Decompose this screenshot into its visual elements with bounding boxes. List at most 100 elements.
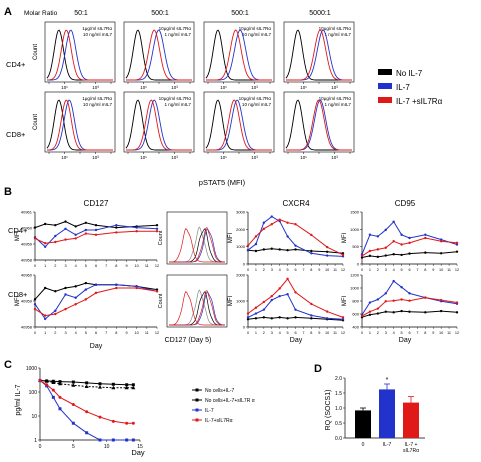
c-legend-marker	[195, 418, 199, 422]
b-xtick-label: 2	[263, 331, 265, 335]
b-xtick-label: 5	[401, 331, 403, 335]
d-ytick-label: 0.0	[335, 436, 342, 442]
hist-ylabel: Count	[33, 44, 39, 60]
b-xtick-label: 8	[424, 268, 426, 272]
b-xtick-label: 10	[135, 264, 139, 268]
hist-frame	[203, 91, 275, 153]
d-ytick-label: 0.5	[335, 421, 342, 427]
hist-curve	[286, 29, 352, 81]
cd127-hist-curve	[169, 290, 225, 326]
b-ytick-label: 3000	[236, 210, 246, 215]
b-ytick-label: 40959	[21, 299, 33, 304]
c-point	[71, 383, 76, 387]
b-xtick-label: 4	[75, 331, 77, 335]
b-xtick-label: 12	[455, 331, 459, 335]
hist-frame	[123, 21, 195, 83]
c-point	[124, 385, 129, 390]
hist-curve	[286, 99, 352, 151]
b-mfi-label: MFI	[228, 296, 234, 307]
b-xtick-label: 1	[255, 331, 257, 335]
b-xtick-label: 4	[393, 268, 395, 272]
cd127-title: CD127	[84, 199, 109, 208]
cd127-hist-frame	[166, 211, 228, 265]
b-xtick-label: 8	[115, 331, 117, 335]
b-series-line	[361, 220, 458, 255]
b-ytick-label: 40958	[21, 325, 33, 330]
treatment-line-1: 10μg/ml sIL7Rα	[319, 96, 352, 101]
hist-tick-label: 10¹	[220, 155, 227, 160]
b-xtick-label: 5	[401, 268, 403, 272]
treatment-line-2: 10 ng/ml mIL7	[83, 102, 113, 107]
b-mfi-label: MFI	[15, 296, 21, 307]
hist-tick-label: 10¹	[300, 85, 307, 90]
b-xtick-label: 3	[385, 268, 387, 272]
row-label-cd8: CD8+	[6, 130, 26, 139]
b-xtick-label: 9	[125, 331, 127, 335]
treatment-line-1: 1μg/ml sIL7Rα	[82, 96, 112, 101]
d-category-label: 0	[362, 442, 365, 448]
hist-curve	[125, 99, 192, 151]
b-xtick-label: 4	[279, 268, 281, 272]
b-mfi-label: MFI	[228, 233, 234, 244]
treatment-line-1: 10μg/ml sIL7Rα	[159, 96, 192, 101]
hist-curve	[46, 29, 113, 81]
treatment-line-1: 10μg/ml sIL7Rα	[239, 26, 272, 31]
treatment-line-1: 1μg/ml sIL7Rα	[82, 26, 112, 31]
c-xtick-label: 10	[104, 444, 110, 450]
d-category-label: IL-7	[383, 442, 392, 448]
c-point	[131, 383, 135, 387]
b-series-line	[361, 280, 458, 316]
b-ytick-label: 1000	[236, 244, 246, 249]
legend-label-combo: IL-7 +sIL7Rα	[396, 97, 443, 106]
d-ytick-label: 1.5	[335, 391, 342, 397]
b-xtick-label: 0	[247, 268, 249, 272]
hist-tick-label: 10¹	[300, 155, 307, 160]
b-xtick-label: 9	[318, 331, 320, 335]
b-series-line	[361, 251, 458, 258]
b-xtick-label: 2	[377, 331, 379, 335]
d-category-label: sIL7Rα	[403, 448, 419, 454]
treatment-line-2: 10 ng/ml mIL7	[242, 102, 272, 107]
hist-tick-label: 10³	[92, 85, 99, 90]
b-xtick-label: 4	[279, 331, 281, 335]
hist-curve	[126, 29, 192, 81]
b-xtick-label: 10	[325, 331, 329, 335]
b-ytick-label: 1000	[350, 227, 360, 232]
hist-tick-label: 10¹	[61, 85, 68, 90]
c-legend-label: No cells+IL-7	[205, 388, 235, 394]
panel-letter-a: A	[4, 6, 12, 18]
b-xtick-label: 12	[155, 331, 159, 335]
c-series-line	[39, 380, 134, 424]
cd127-day-label: Day	[90, 343, 103, 350]
panel-c-xlabel: Day	[131, 448, 145, 457]
c-ytick-label: 1	[34, 438, 37, 444]
c-legend-label: IL-7	[205, 408, 214, 414]
d-bar	[355, 410, 371, 438]
b-xtick-label: 2	[377, 268, 379, 272]
b-ytick-label: 1200	[350, 273, 360, 278]
b-xtick-label: 1	[44, 264, 46, 268]
treatment-line-1: 10μg/ml sIL7Rα	[239, 96, 272, 101]
panel-letter-c: C	[4, 359, 12, 371]
row-label-cd4: CD4+	[6, 60, 26, 69]
b-xtick-label: 7	[302, 331, 304, 335]
panel-c-chart: 1000 100 10 10 5 10 15 No cells+IL-7 No cells+IL…	[26, 366, 255, 450]
cd127-count-label: Count	[158, 293, 164, 308]
treatment-line-2: 1 ng/ml mIL7	[164, 102, 191, 107]
row-b-cd4: CD4+	[8, 226, 28, 235]
d-ytick-label: 2.0	[335, 376, 342, 382]
ratio-label-4: 5000:1	[309, 10, 331, 17]
b-series-line	[34, 224, 158, 248]
b-xtick-label: 2	[263, 268, 265, 272]
treatment-line-1: 10μg/ml sIL7Rα	[319, 26, 352, 31]
hist-tick-label: 10¹	[140, 155, 147, 160]
b-xtick-label: 11	[447, 268, 451, 272]
hist-tick-label: 10³	[251, 155, 258, 160]
hist-curve	[206, 99, 272, 151]
hist-tick-label: 10³	[251, 85, 258, 90]
hist-frame	[44, 91, 116, 153]
b-ytick-label: 600	[352, 312, 359, 317]
d-bar	[379, 389, 395, 438]
cd127-hist-xlabel: CD127 (Day 5)	[165, 337, 212, 344]
